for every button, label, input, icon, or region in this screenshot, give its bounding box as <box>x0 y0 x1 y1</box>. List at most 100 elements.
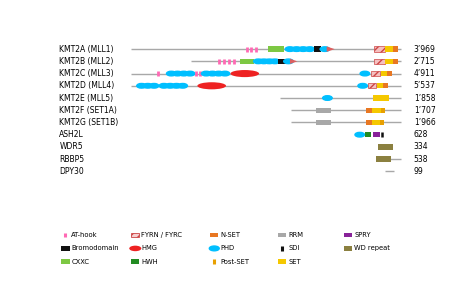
Text: KMT2A (MLL1): KMT2A (MLL1) <box>59 45 114 54</box>
Ellipse shape <box>197 82 226 89</box>
Bar <box>382 108 385 113</box>
Circle shape <box>299 47 308 51</box>
Text: RRM: RRM <box>288 232 303 238</box>
Circle shape <box>166 71 176 76</box>
Circle shape <box>259 59 269 64</box>
Text: Post-SET: Post-SET <box>220 259 249 265</box>
Bar <box>393 59 398 64</box>
Bar <box>385 59 395 64</box>
Bar <box>316 120 331 125</box>
Text: 4’911: 4’911 <box>414 69 435 78</box>
Text: 1’858: 1’858 <box>414 94 435 103</box>
Circle shape <box>320 47 329 51</box>
Text: KMT2E (MLL5): KMT2E (MLL5) <box>59 94 113 103</box>
Polygon shape <box>327 47 335 52</box>
Text: DPY30: DPY30 <box>59 167 84 176</box>
Text: N-SET: N-SET <box>220 232 240 238</box>
Text: 99: 99 <box>414 167 423 176</box>
Text: WDR5: WDR5 <box>59 142 83 151</box>
Text: KMT2B (MLL2): KMT2B (MLL2) <box>59 57 114 66</box>
Bar <box>268 47 284 52</box>
Bar <box>210 233 219 237</box>
Text: RBBP5: RBBP5 <box>59 155 84 164</box>
Circle shape <box>173 71 182 76</box>
Bar <box>278 233 286 237</box>
Circle shape <box>210 246 219 251</box>
Text: ASH2L: ASH2L <box>59 130 84 139</box>
Circle shape <box>323 96 332 100</box>
Ellipse shape <box>230 70 259 77</box>
Text: 1’966: 1’966 <box>414 118 436 127</box>
Circle shape <box>208 71 217 76</box>
Text: 3’969: 3’969 <box>414 45 436 54</box>
Bar <box>366 108 372 113</box>
Circle shape <box>143 84 153 88</box>
Text: PHD: PHD <box>220 245 234 252</box>
Circle shape <box>292 47 301 51</box>
Text: 2’715: 2’715 <box>414 57 435 66</box>
Bar <box>376 156 391 162</box>
Ellipse shape <box>129 246 141 251</box>
Circle shape <box>254 59 263 64</box>
Circle shape <box>284 59 293 64</box>
Text: 1’707: 1’707 <box>414 106 436 115</box>
Circle shape <box>172 84 181 88</box>
Bar <box>365 132 371 137</box>
Text: 628: 628 <box>414 130 428 139</box>
Circle shape <box>360 71 370 76</box>
Text: HMG: HMG <box>141 245 157 252</box>
Bar <box>344 233 352 237</box>
Text: KMT2C (MLL3): KMT2C (MLL3) <box>59 69 114 78</box>
Bar <box>374 47 385 52</box>
Bar <box>240 59 254 64</box>
Bar <box>371 71 380 76</box>
Bar <box>393 47 398 52</box>
Text: SET: SET <box>288 259 301 265</box>
Bar <box>62 246 70 251</box>
Circle shape <box>201 71 211 76</box>
Polygon shape <box>290 59 297 64</box>
Circle shape <box>137 84 146 88</box>
Circle shape <box>220 71 230 76</box>
Text: AT-hook: AT-hook <box>72 232 98 238</box>
Bar <box>373 132 380 137</box>
Bar <box>381 71 389 76</box>
Text: Bromodomain: Bromodomain <box>72 245 119 252</box>
Text: KMT2D (MLL4): KMT2D (MLL4) <box>59 81 115 90</box>
Text: SDI: SDI <box>288 245 300 252</box>
Circle shape <box>178 84 187 88</box>
Circle shape <box>305 47 315 51</box>
Bar <box>316 108 331 113</box>
Bar <box>383 83 388 88</box>
Bar <box>374 59 385 64</box>
Circle shape <box>264 59 274 64</box>
Circle shape <box>149 84 159 88</box>
Text: 5’537: 5’537 <box>414 81 436 90</box>
Bar <box>131 259 139 264</box>
Circle shape <box>159 84 169 88</box>
Circle shape <box>355 132 365 137</box>
Bar <box>368 83 376 88</box>
Circle shape <box>214 71 223 76</box>
Text: 334: 334 <box>414 142 428 151</box>
Bar <box>131 233 139 237</box>
Bar <box>385 47 395 52</box>
Circle shape <box>358 84 367 88</box>
Circle shape <box>270 59 280 64</box>
Text: CXXC: CXXC <box>72 259 90 265</box>
Bar <box>377 83 385 88</box>
Text: FYRN / FYRC: FYRN / FYRC <box>141 232 182 238</box>
Text: HWH: HWH <box>141 259 158 265</box>
Text: KMT2F (SET1A): KMT2F (SET1A) <box>59 106 117 115</box>
Bar <box>373 95 389 101</box>
Bar <box>62 259 70 264</box>
Bar <box>278 259 286 264</box>
Bar <box>278 59 286 64</box>
Bar <box>373 108 383 113</box>
Circle shape <box>179 71 189 76</box>
Circle shape <box>285 47 295 51</box>
Bar <box>380 120 384 125</box>
Bar <box>344 246 352 251</box>
Circle shape <box>165 84 175 88</box>
Bar <box>366 120 372 125</box>
